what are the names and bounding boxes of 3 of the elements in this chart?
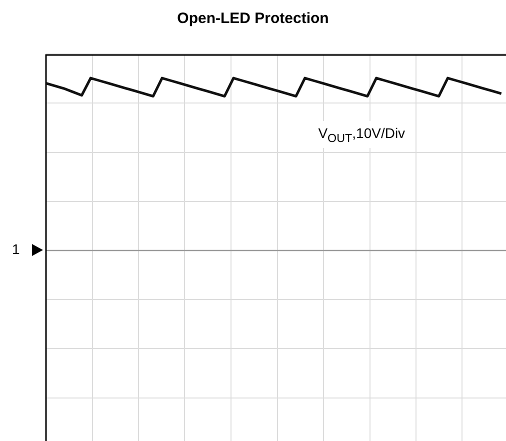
text: 1 <box>12 241 20 258</box>
annotation: V$_{OUT}$,10V/Div <box>308 120 416 148</box>
chart-title: Open-LED Protection <box>176 10 330 27</box>
